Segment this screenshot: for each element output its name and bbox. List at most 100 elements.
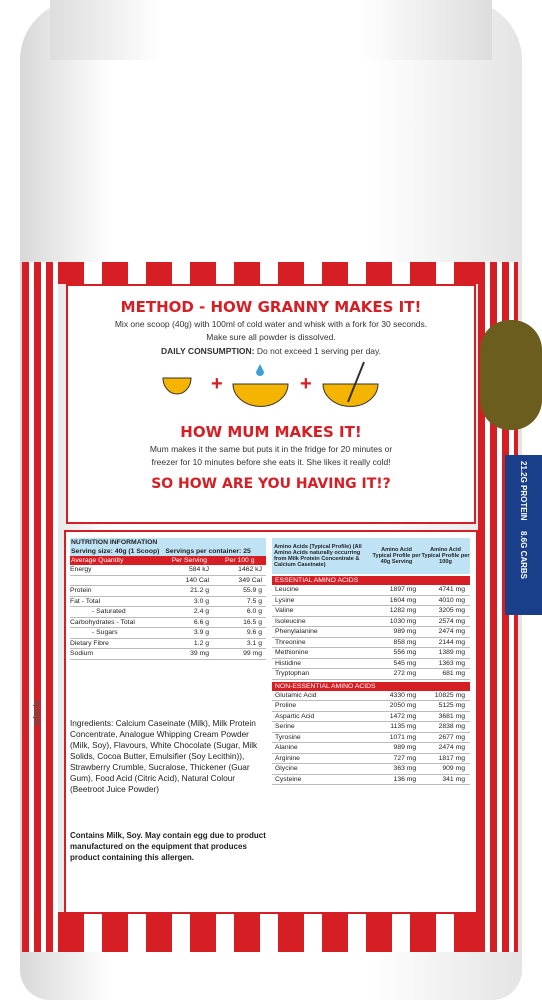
amino-acid: Leucine: [275, 586, 299, 594]
amino-acid: Cysteine: [275, 775, 302, 783]
amount: 4330 mg: [389, 691, 417, 699]
amount: 989 mg: [393, 628, 417, 636]
nutrient: Sodium: [70, 650, 94, 658]
nutrition-row: 140 Cal 349 Cal: [70, 576, 266, 586]
amino-row: Leucine 1897 mg 4741 mg: [272, 585, 470, 596]
per-100g: 3.1 g: [246, 639, 262, 647]
amino-row: Tryptophan 272 mg 681 mg: [272, 669, 470, 680]
amount: 341 mg: [442, 775, 466, 783]
per-serving: 6.6 g: [193, 618, 210, 626]
stripes-left: [22, 262, 58, 952]
amino-row: Threonine 858 mg 2144 mg: [272, 638, 470, 648]
amount: 727 mg: [393, 754, 417, 762]
amino-acid: Methionine: [275, 649, 309, 657]
amino-acid: Aspartic Acid: [275, 712, 315, 720]
nutrition-row: Energy 584 kJ 1462 kJ: [70, 565, 266, 576]
info-panel: NUTRITION INFORMATION Serving size: 40g …: [64, 530, 478, 914]
amount: 1472 mg: [389, 712, 417, 720]
closing: SO HOW ARE YOU HAVING IT!?: [151, 476, 391, 492]
svg-text:+: +: [211, 373, 223, 395]
amino-acid: Threonine: [275, 638, 306, 646]
header-cell: Amino Acid Typical Profile per 100g: [421, 547, 470, 565]
svg-text:+: +: [300, 373, 312, 395]
nutrition-row: Sodium 39 mg 99 mg: [70, 649, 266, 660]
nutrition-title: NUTRITION INFORMATION: [70, 538, 266, 547]
header-cell: Per Serving: [171, 557, 208, 564]
brand: adonis: [32, 700, 41, 726]
per-serving: 140 Cal: [185, 576, 210, 584]
stripes-top: [58, 262, 478, 284]
amino-row: Glycine 363 mg 909 mg: [272, 764, 470, 775]
amount: 10825 mg: [434, 691, 466, 699]
per-serving: 3.9 g: [193, 629, 210, 637]
amino-row: Serine 1135 mg 2838 mg: [272, 722, 470, 733]
amino-row: Glutamic Acid 4330 mg 10825 mg: [272, 691, 470, 701]
amount: 2050 mg: [389, 702, 417, 710]
per-100g: 16.5 g: [243, 618, 262, 626]
amino-row: Valine 1282 mg 3205 mg: [272, 606, 470, 617]
amino-row: Phenylalanine 989 mg 2474 mg: [272, 627, 470, 638]
method-title: METHOD - HOW GRANNY MAKES IT!: [120, 298, 422, 316]
method-panel: METHOD - HOW GRANNY MAKES IT! Mix one sc…: [66, 284, 476, 524]
amino-acid: Glutamic Acid: [275, 691, 317, 699]
bottle-cap: [50, 0, 492, 60]
amino-acid: Proline: [275, 702, 297, 710]
amount: 3205 mg: [438, 607, 466, 615]
per-100g: 55.9 g: [243, 587, 262, 595]
amino-acid: Tryptophan: [275, 670, 310, 678]
amino-row: Alanine 989 mg 2474 mg: [272, 743, 470, 754]
daily-text: Do not exceed 1 serving per day.: [256, 346, 381, 356]
mum-line: freezer for 10 minutes before she eats i…: [151, 457, 391, 467]
amount: 2144 mg: [438, 638, 466, 646]
amount: 5125 mg: [438, 702, 466, 710]
nutrition-table: NUTRITION INFORMATION Serving size: 40g …: [70, 538, 266, 660]
ingredients: Ingredients: Calcium Caseinate (Milk), M…: [70, 718, 258, 794]
amount: 2677 mg: [438, 733, 466, 741]
nutrition-header: Average Quantity Per Serving Per 100 g: [70, 556, 266, 565]
amino-row: Cysteine 136 mg 341 mg: [272, 775, 470, 785]
serving-size: Serving size: 40g (1 Scoop): [71, 548, 160, 555]
amount: 3681 mg: [438, 712, 466, 720]
amount: 2838 mg: [438, 723, 466, 731]
per-100g: 99 mg: [243, 650, 262, 658]
amount: 1282 mg: [389, 607, 417, 615]
per-100g: 1462 kJ: [238, 566, 262, 574]
nutrition-row: Dietary Fibre 1.2 g 3.1 g: [70, 639, 266, 649]
side-protein: 21.2G PROTEIN: [519, 461, 528, 521]
amount: 1604 mg: [389, 596, 417, 604]
method-line: Make sure all powder is dissolved.: [206, 332, 336, 342]
amount: 858 mg: [393, 638, 417, 646]
header-cell: Per 100 g: [225, 557, 255, 564]
servings-per-container: Servings per container: 25: [165, 548, 251, 555]
per-serving: 3.0 g: [193, 597, 210, 605]
amino-acid: Glycine: [275, 765, 298, 773]
header-cell: Amino Acids (Typical Profile) (All Amino…: [274, 544, 362, 568]
amino-table: Amino Acids (Typical Profile) (All Amino…: [272, 538, 470, 785]
amount: 1817 mg: [438, 754, 466, 762]
side-carbs: 8.6G CARBS: [519, 530, 528, 579]
mum-title: HOW MUM MAKES IT!: [180, 423, 362, 441]
daily-label: DAILY CONSUMPTION:: [161, 346, 255, 356]
amino-acid: Alanine: [275, 744, 298, 752]
amount: 989 mg: [393, 744, 417, 752]
amount: 556 mg: [393, 649, 417, 657]
nutrition-row: - Saturated 2.4 g 6.0 g: [70, 607, 266, 618]
amino-acid: Isoleucine: [275, 617, 306, 625]
nutrition-row: Carbohydrates - Total 6.6 g 16.5 g: [70, 618, 266, 628]
amino-row: Isoleucine 1030 mg 2574 mg: [272, 617, 470, 627]
nutrient: Energy: [70, 566, 92, 574]
amount: 272 mg: [393, 670, 417, 678]
amino-header: Amino Acids (Typical Profile) (All Amino…: [272, 538, 470, 574]
amino-row: Aspartic Acid 1472 mg 3681 mg: [272, 712, 470, 722]
per-100g: 9.6 g: [246, 629, 262, 637]
nutrition-row: Protein 21.2 g 55.9 g: [70, 586, 266, 597]
amino-acid: Tyrosine: [275, 733, 301, 741]
amount: 2474 mg: [438, 628, 466, 636]
amount: 1389 mg: [438, 649, 466, 657]
amino-row: Proline 2050 mg 5125 mg: [272, 701, 470, 712]
amount: 4741 mg: [438, 586, 466, 594]
amount: 1897 mg: [389, 586, 417, 594]
stripes-bottom: [58, 912, 478, 952]
amino-acid: Valine: [275, 607, 294, 615]
